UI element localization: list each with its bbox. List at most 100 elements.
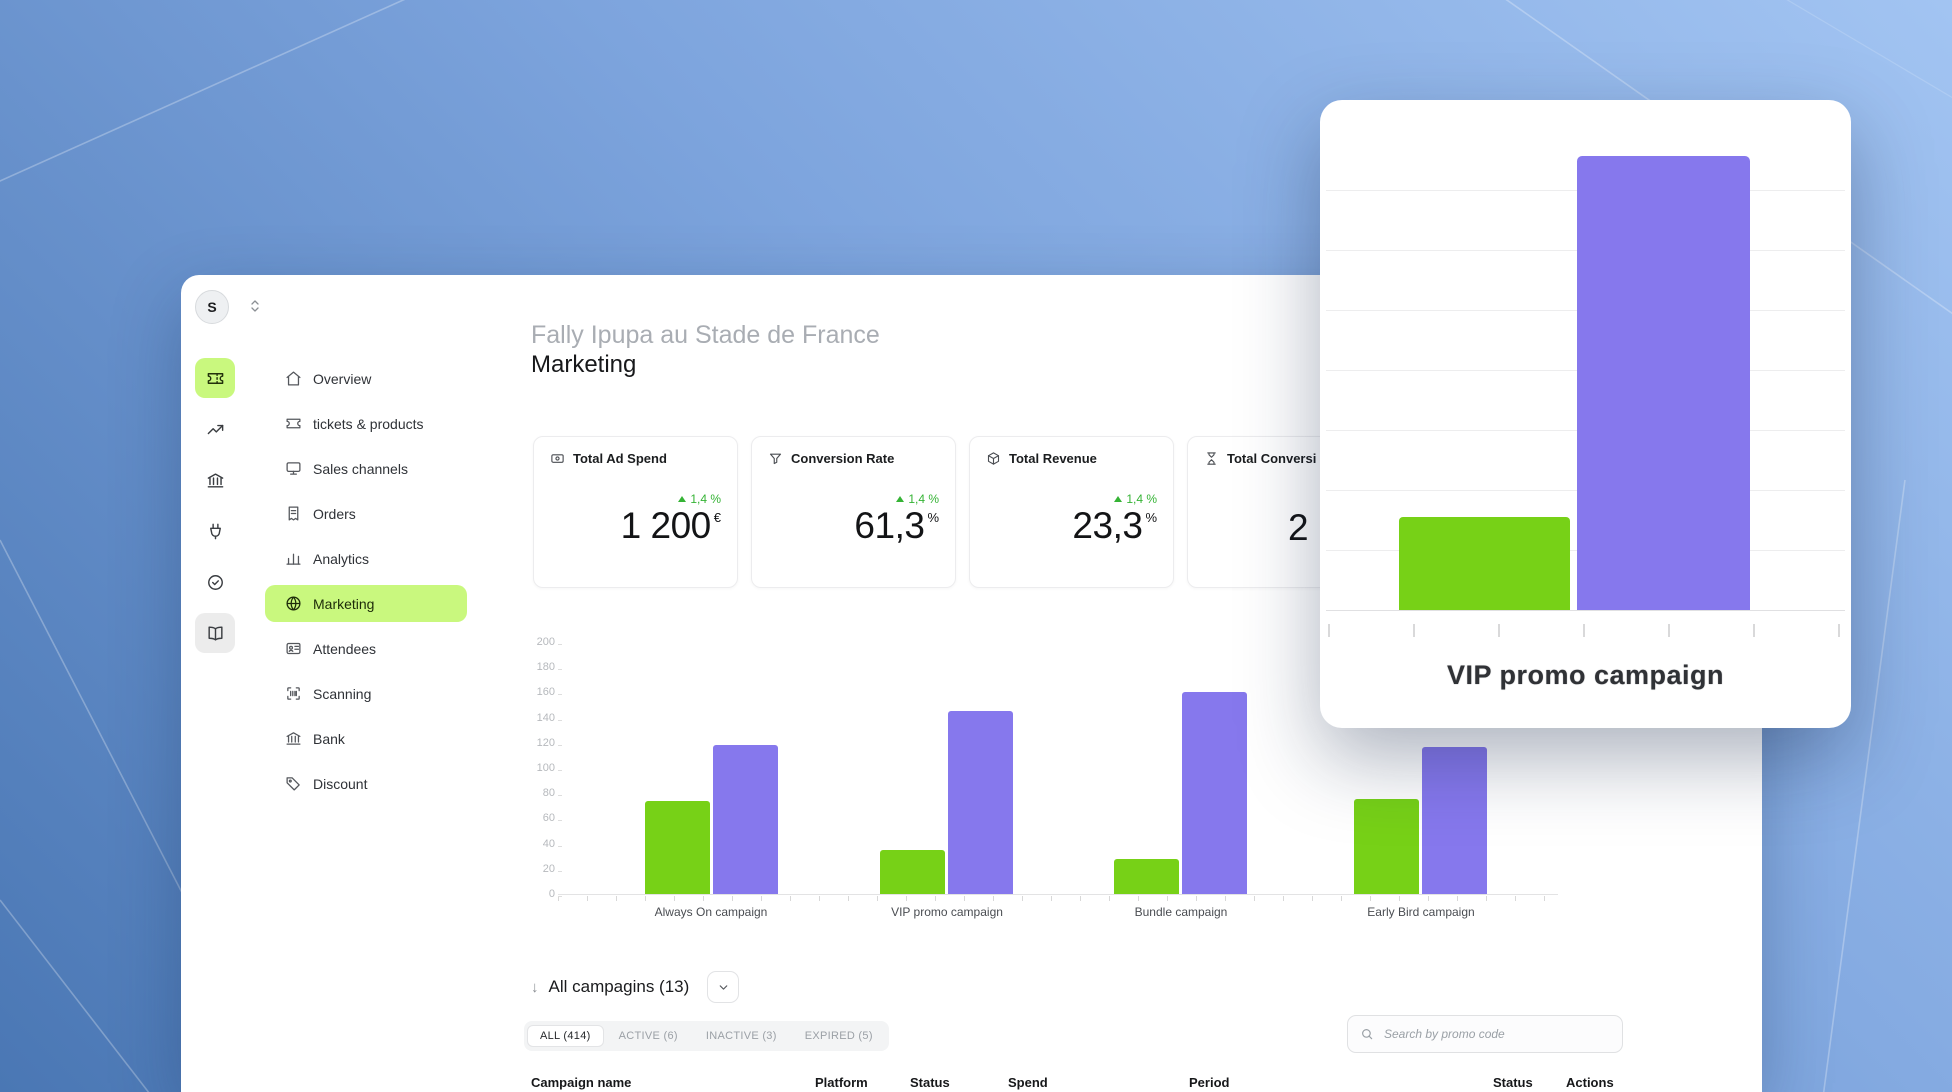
sidebar-item-discount[interactable]: Discount xyxy=(265,761,467,806)
kpi-delta-value: 1,4 % xyxy=(1126,492,1157,506)
sidebar-item-attendees[interactable]: Attendees xyxy=(265,626,467,671)
sidebar-item-label: Scanning xyxy=(313,685,372,702)
sidebar-item-label: Analytics xyxy=(313,550,370,567)
bank-icon xyxy=(285,730,302,747)
collapse-campaigns-button[interactable] xyxy=(707,971,740,1003)
rail-badge-check-icon[interactable] xyxy=(195,562,235,602)
sidebar-item-analytics[interactable]: Analytics xyxy=(265,536,467,581)
hourglass-icon xyxy=(1204,451,1219,466)
sidebar-item-overview[interactable]: Overview xyxy=(265,356,467,401)
sidebar-item-label: Marketing xyxy=(313,595,375,612)
column-header[interactable]: Campaign name xyxy=(531,1075,632,1090)
column-header[interactable]: Spend xyxy=(1008,1075,1048,1090)
event-title: Fally Ipupa au Stade de France xyxy=(531,321,880,349)
bar-always-on-green[interactable] xyxy=(645,801,710,894)
y-axis-tick-label: 20 xyxy=(531,863,562,875)
axis-tick xyxy=(1328,624,1330,637)
category-label: Always On campaign xyxy=(654,905,768,919)
column-header[interactable]: Platform xyxy=(815,1075,868,1090)
chart-zoom-overlay: VIP promo campaign xyxy=(1320,100,1851,728)
rail-bank-icon[interactable] xyxy=(195,460,235,500)
sidebar-item-label: Orders xyxy=(313,505,356,522)
kpi-label: Total Revenue xyxy=(1009,451,1097,466)
x-axis-ticks xyxy=(558,896,1558,901)
filter-tab-active[interactable]: ACTIVE (6) xyxy=(618,1030,678,1042)
chart-plot: Always On campaign VIP promo campaign Bu… xyxy=(531,636,1591,942)
sidebar-item-label: Overview xyxy=(313,370,372,387)
rail-plug-icon[interactable] xyxy=(195,511,235,551)
sidebar-item-scanning[interactable]: Scanning xyxy=(265,671,467,716)
page-title: Marketing xyxy=(531,351,637,378)
kpi-unit: € xyxy=(713,510,721,525)
search-input[interactable] xyxy=(1382,1026,1610,1042)
sidebar-item-orders[interactable]: Orders xyxy=(265,491,467,536)
kpi-label: Total Conversi xyxy=(1227,451,1317,466)
monitor-icon xyxy=(285,460,302,477)
bar-bundle-purple[interactable] xyxy=(1182,692,1247,894)
y-axis-tick-label: 40 xyxy=(531,838,562,850)
kpi-delta: 1,4 % xyxy=(768,492,939,506)
bar-group-early-bird xyxy=(1354,747,1487,894)
sidebar-item-label: Bank xyxy=(313,730,345,747)
kpi-card-total-ad-spend: Total Ad Spend 1,4 % 1 200 € xyxy=(533,436,738,588)
house-icon xyxy=(285,370,302,387)
filter-tab-expired[interactable]: EXPIRED (5) xyxy=(804,1030,873,1042)
rail-trending-up-icon[interactable] xyxy=(195,409,235,449)
filter-tab-all[interactable]: ALL (414) xyxy=(527,1025,604,1047)
bar-early-bird-green[interactable] xyxy=(1354,799,1419,894)
workspace-switcher-icon[interactable] xyxy=(249,298,261,314)
sidebar-item-label: Sales channels xyxy=(313,460,408,477)
kpi-value: 23,3 xyxy=(1072,505,1143,546)
funnel-icon xyxy=(768,451,783,466)
bar-bundle-green[interactable] xyxy=(1114,859,1179,894)
column-header[interactable]: Actions xyxy=(1566,1075,1614,1090)
category-label: Bundle campaign xyxy=(1134,905,1228,919)
scan-icon xyxy=(285,685,302,702)
axis-tick xyxy=(1668,624,1670,637)
bar-early-bird-purple[interactable] xyxy=(1422,747,1487,894)
bar-vip-promo-green[interactable] xyxy=(880,850,945,894)
package-icon xyxy=(986,451,1001,466)
sidebar-item-label: Attendees xyxy=(313,640,377,657)
column-header[interactable]: Period xyxy=(1189,1075,1230,1090)
sidebar-item-marketing[interactable]: Marketing xyxy=(265,585,467,622)
bar-vip-promo-purple[interactable] xyxy=(948,711,1013,894)
sort-descending-icon[interactable]: ↓ xyxy=(531,978,539,996)
campaigns-section-title: All campagins (13) xyxy=(548,977,690,996)
column-header[interactable]: Status xyxy=(1493,1075,1533,1090)
kpi-unit: % xyxy=(1145,510,1157,525)
up-arrow-icon xyxy=(1114,496,1123,502)
kpi-delta-value: 1,4 % xyxy=(690,492,721,506)
y-axis-tick-label: 80 xyxy=(531,787,562,799)
kpi-label: Conversion Rate xyxy=(791,451,895,466)
column-header[interactable]: Status xyxy=(910,1075,950,1090)
kpi-value: 61,3 xyxy=(854,505,925,546)
sidebar-item-tickets-products[interactable]: tickets & products xyxy=(265,401,467,446)
axis-tick xyxy=(1498,624,1500,637)
sidebar-item-label: Discount xyxy=(313,775,368,792)
category-label: VIP promo campaign xyxy=(891,905,1003,919)
sidebar-item-sales-channels[interactable]: Sales channels xyxy=(265,446,467,491)
y-axis-tick-label: 120 xyxy=(531,737,562,749)
zoom-x-axis xyxy=(1326,610,1845,611)
bar-always-on-purple[interactable] xyxy=(713,745,778,894)
campaign-table-header: Campaign name Platform Status Spend Peri… xyxy=(531,1075,1631,1092)
workspace-avatar[interactable]: S xyxy=(195,290,229,324)
filter-tab-inactive[interactable]: INACTIVE (3) xyxy=(705,1030,777,1042)
kpi-card-total-revenue: Total Revenue 1,4 % 23,3 % xyxy=(969,436,1174,588)
category-label: Early Bird campaign xyxy=(1367,905,1475,919)
y-axis-tick-label: 160 xyxy=(531,686,562,698)
kpi-unit: % xyxy=(927,510,939,525)
y-axis-tick-label: 0 xyxy=(531,888,562,900)
receipt-icon xyxy=(285,505,302,522)
kpi-delta-value: 1,4 % xyxy=(908,492,939,506)
rail-book-icon[interactable] xyxy=(195,613,235,653)
sidebar-item-bank[interactable]: Bank xyxy=(265,716,467,761)
campaign-filter-tabs: ALL (414) ACTIVE (6) INACTIVE (3) EXPIRE… xyxy=(524,1021,889,1051)
zoom-category-label: VIP promo campaign xyxy=(1446,660,1725,690)
ticket-icon xyxy=(285,415,302,432)
bar-group-vip-promo xyxy=(880,711,1013,894)
rail-ticket-icon[interactable] xyxy=(195,358,235,398)
up-arrow-icon xyxy=(678,496,687,502)
y-axis-tick-label: 200 xyxy=(531,636,562,648)
